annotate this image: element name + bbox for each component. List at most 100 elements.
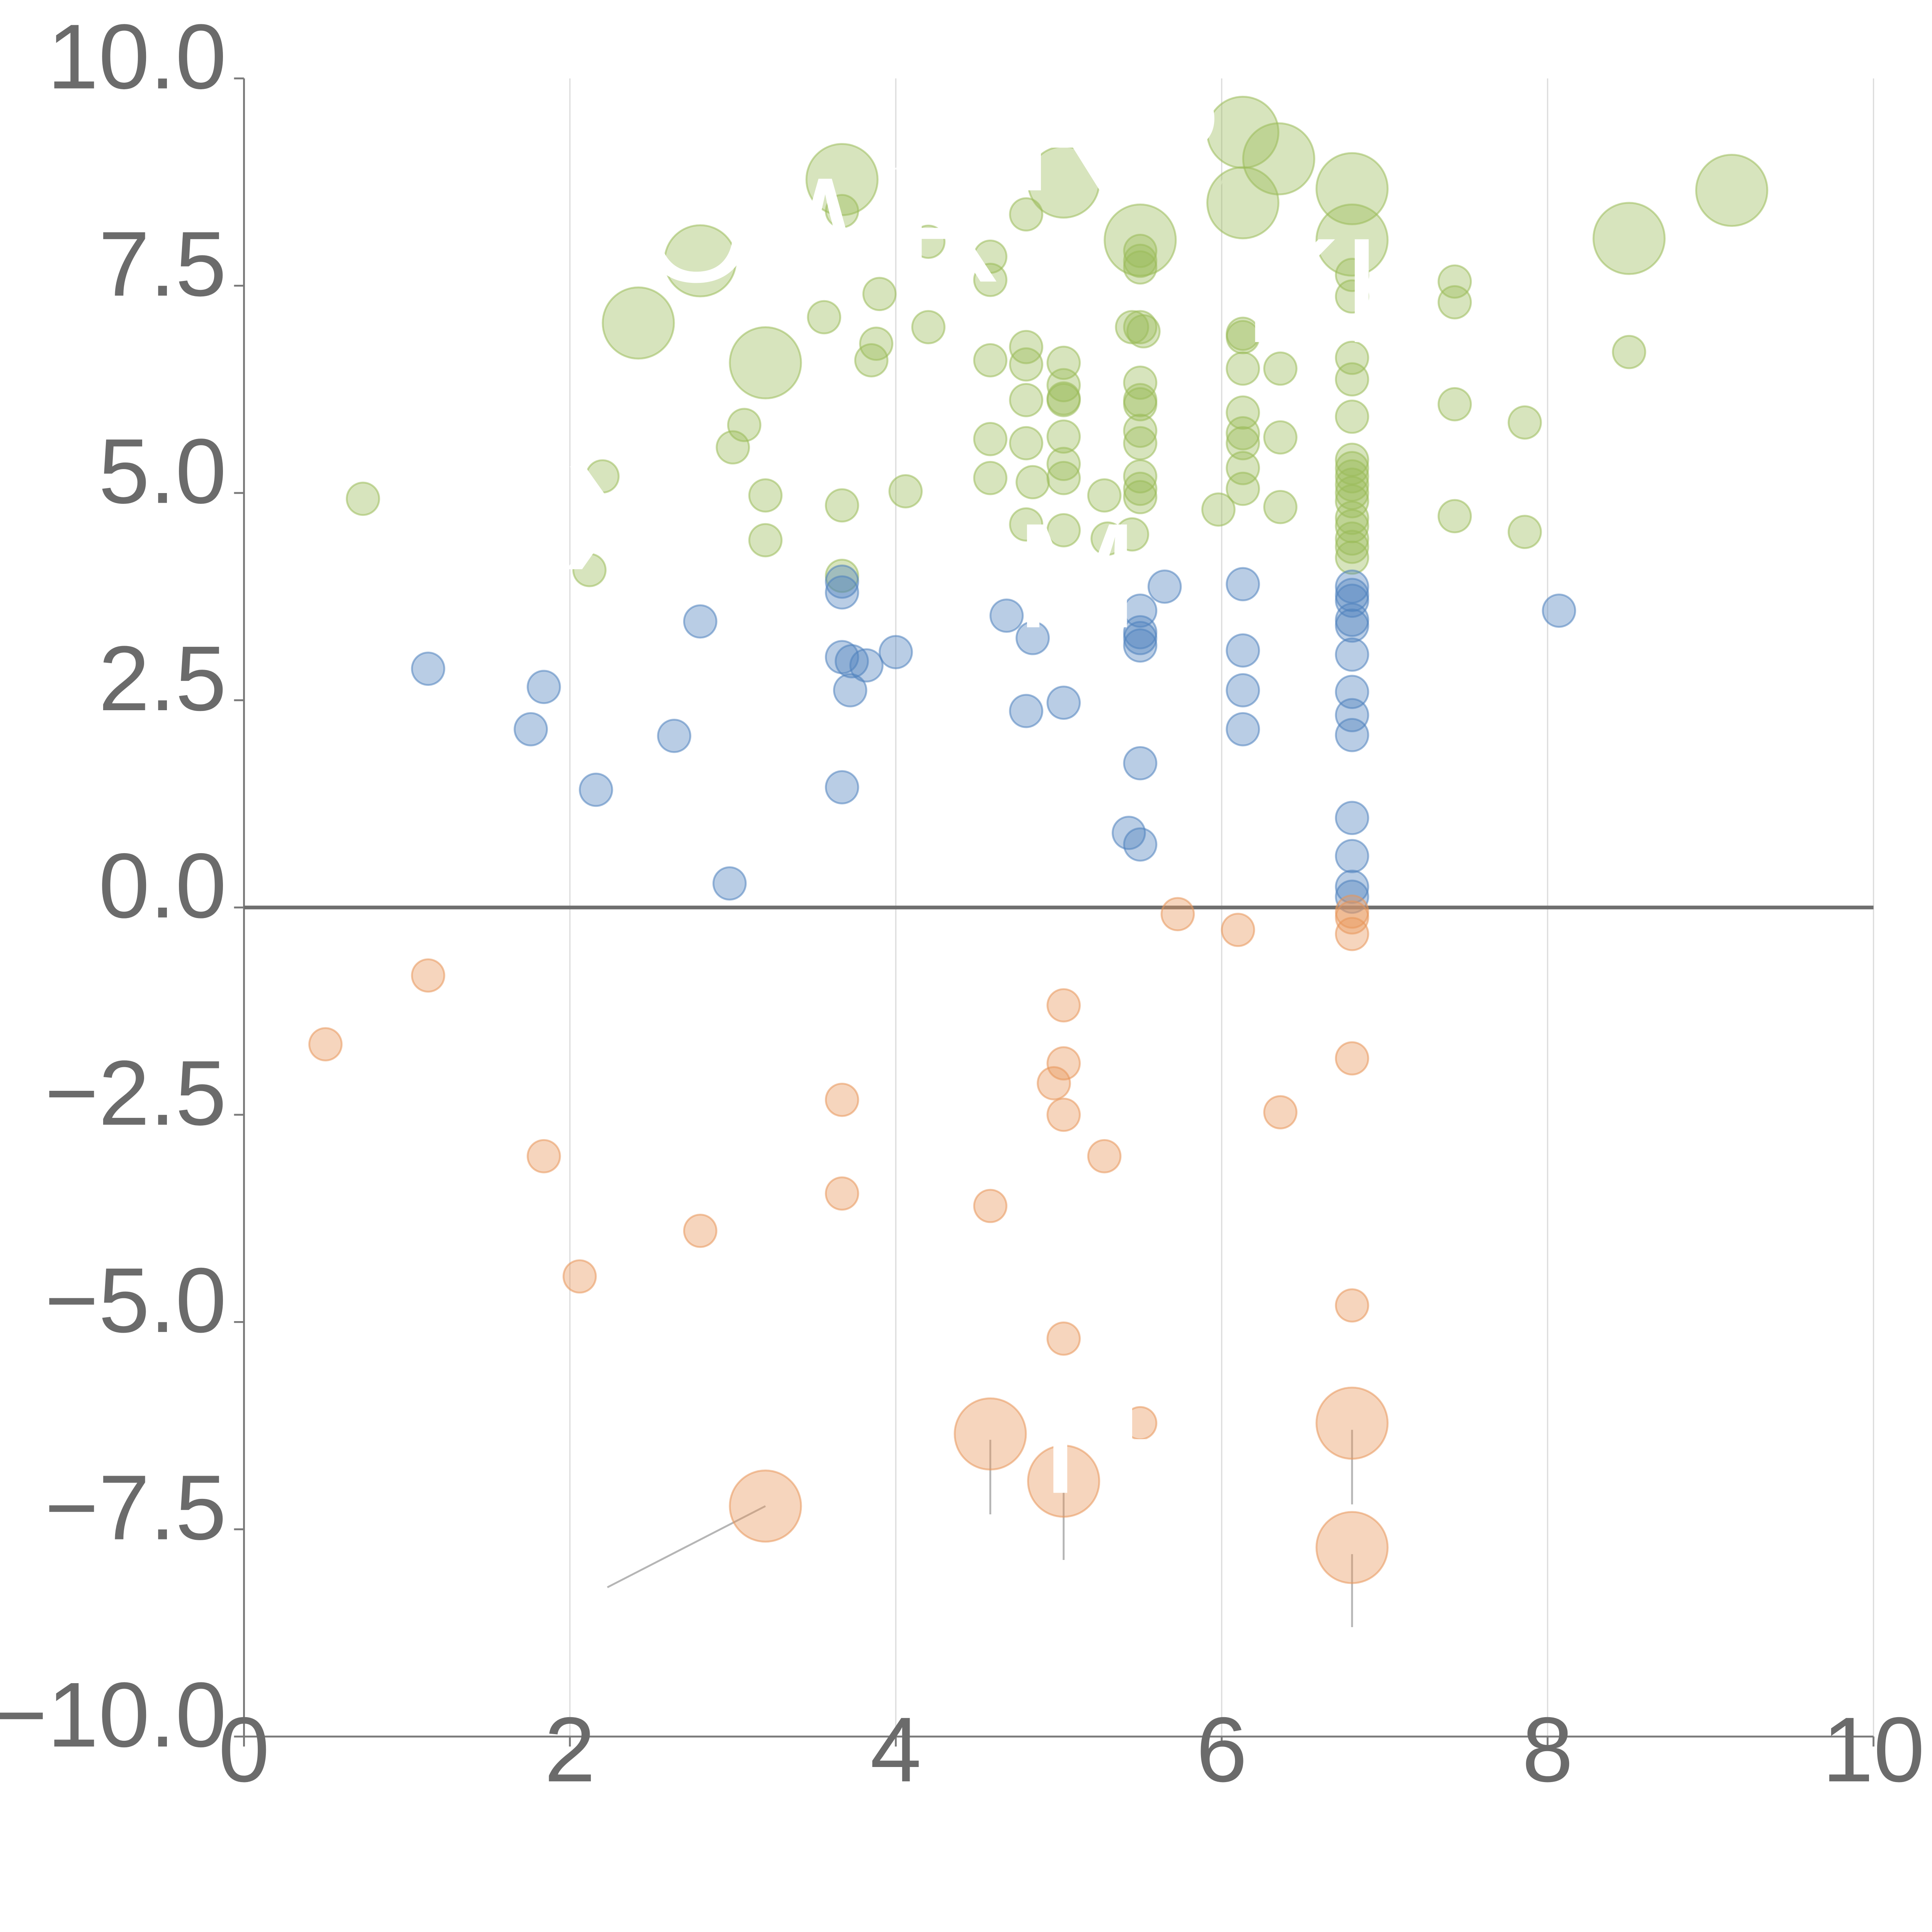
bubble-green	[1592, 202, 1666, 275]
x-tick-label: 2	[544, 1698, 596, 1801]
bubble-green	[1027, 145, 1100, 219]
bubble-label: X	[563, 434, 663, 601]
bubble-green	[1335, 529, 1369, 564]
bubble-blue	[1123, 621, 1158, 655]
bubble-green	[825, 488, 859, 523]
bubble-label: M	[1015, 492, 1139, 659]
bubble-green	[602, 286, 675, 360]
bubble-orange	[1315, 1386, 1389, 1460]
bubble-orange	[973, 1189, 1008, 1223]
bubble-orange	[1046, 1097, 1081, 1132]
bubble-green	[1206, 166, 1280, 240]
bubble-green	[1226, 471, 1260, 506]
bubble-green	[1046, 383, 1081, 417]
bubble-blue	[1147, 569, 1182, 604]
bubble-orange	[1335, 1288, 1369, 1323]
bubble-orange	[1221, 913, 1255, 947]
bubble-green	[1437, 285, 1472, 320]
bubble-green	[729, 326, 802, 400]
bubble-green	[1123, 426, 1158, 461]
leader-lines	[607, 144, 1733, 1627]
leader-line	[635, 255, 701, 270]
bubble-green	[1201, 492, 1236, 527]
bubble-green	[1335, 500, 1369, 535]
bubble-orange	[1160, 897, 1195, 932]
bubble-green	[663, 224, 737, 298]
bubble-green	[1123, 387, 1158, 422]
bubble-orange	[1027, 1444, 1100, 1518]
bubble-orange	[527, 1139, 561, 1173]
bubble-blue	[1335, 637, 1369, 672]
bubble-label: OWR	[638, 146, 1003, 313]
bubble-orange	[825, 1083, 859, 1117]
bubble-blue	[1226, 712, 1260, 747]
bubble-green	[572, 553, 607, 587]
y-tick-label: 5.0	[99, 420, 226, 523]
bubble-blue	[1226, 673, 1260, 707]
bubble-green	[1226, 426, 1260, 461]
bubble-label: TR	[1015, 1357, 1214, 1524]
bubble-green	[1123, 471, 1158, 506]
bubble-orange	[562, 1259, 597, 1294]
bubble-blue	[712, 866, 747, 901]
bubble-blue	[1335, 608, 1369, 643]
bubble-green	[1009, 330, 1043, 364]
bubble-blue	[411, 651, 446, 686]
bubble-green	[1123, 480, 1158, 514]
bubble-green	[862, 277, 897, 311]
bubble-green	[1226, 395, 1260, 430]
y-tick-label: −2.5	[45, 1041, 227, 1145]
y-tick-label: −10.0	[0, 1663, 226, 1766]
bubble-green	[973, 263, 1008, 297]
bubble-orange	[683, 1214, 718, 1248]
bubble-orange	[1087, 1139, 1122, 1173]
bubble-orange	[411, 958, 446, 993]
bubble-orange	[1335, 1041, 1369, 1076]
bubble-green	[911, 310, 946, 344]
bubble-blue	[514, 712, 548, 747]
bubble-green	[805, 143, 879, 216]
bubble-green	[1612, 335, 1646, 369]
bubble-blue	[825, 770, 859, 804]
bubble-green	[727, 408, 762, 442]
bubble-green	[1263, 420, 1298, 455]
x-tick-label: 10	[1822, 1698, 1925, 1801]
bubble-blue	[825, 565, 859, 599]
x-tick-label: 0	[218, 1698, 270, 1801]
bubble-green	[1335, 521, 1369, 556]
bubble-green	[1046, 368, 1081, 403]
bubble-green	[1507, 515, 1542, 549]
leader-line	[607, 1505, 766, 1588]
bubble-green	[1115, 517, 1150, 552]
bubble-green	[1009, 383, 1043, 417]
bubble-orange	[1046, 988, 1081, 1023]
bubble-blue	[1335, 839, 1369, 873]
bubble-blue	[527, 670, 561, 704]
bubble-orange	[1046, 1321, 1081, 1356]
bubble-green	[973, 239, 1008, 274]
bubble-blue	[579, 772, 613, 807]
bubble-green	[1009, 426, 1043, 461]
bubble-green	[1437, 499, 1472, 534]
bubble-green	[911, 224, 946, 259]
bubble-blue	[1226, 633, 1260, 668]
bubble-blue	[833, 673, 867, 707]
bubble-orange	[1123, 1406, 1158, 1440]
bubble-label: KL	[1243, 207, 1426, 374]
bubble-green	[973, 461, 1008, 495]
bubble-green	[1009, 347, 1043, 382]
bubble-green	[1123, 459, 1158, 494]
bubble-green	[1226, 451, 1260, 485]
bubble-green	[1123, 413, 1158, 448]
bubble-green	[1226, 416, 1260, 451]
y-tick-label: −7.5	[45, 1456, 227, 1559]
bubble-blue	[1335, 698, 1369, 733]
bubble-blue	[849, 648, 884, 683]
leader-line	[842, 164, 929, 175]
bubble-blue	[1542, 594, 1576, 628]
bubble-green	[345, 481, 380, 516]
bubble-blue	[1335, 879, 1369, 914]
bubble-blue	[1009, 694, 1043, 728]
